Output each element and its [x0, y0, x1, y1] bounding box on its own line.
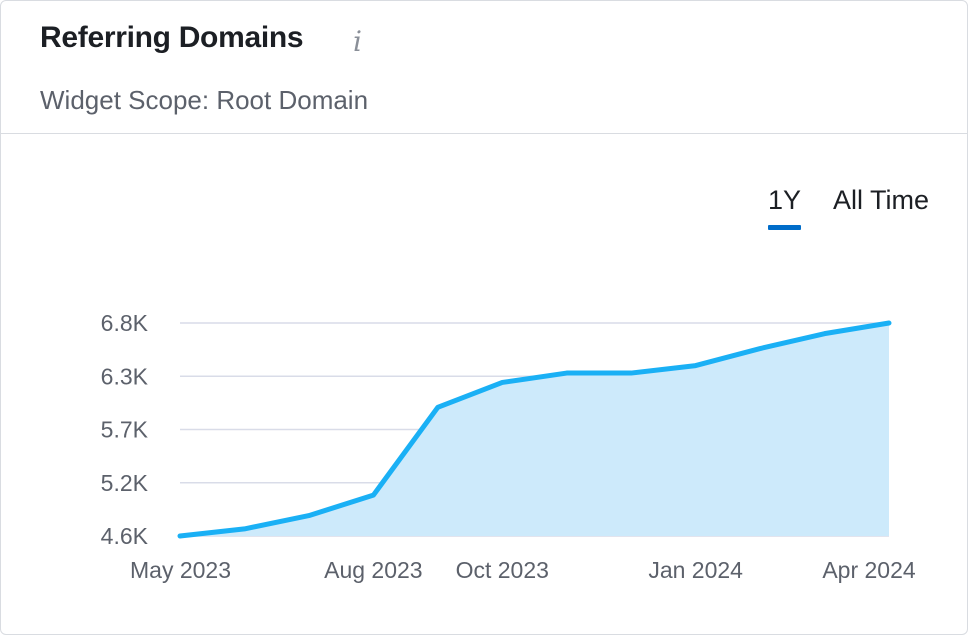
tab-1y[interactable]: 1Y — [767, 185, 801, 230]
series-area — [180, 323, 889, 536]
x-tick-label: Oct 2023 — [456, 557, 549, 583]
data-point[interactable] — [625, 367, 637, 379]
y-tick-label: 6.3K — [101, 363, 149, 389]
data-point[interactable] — [754, 343, 766, 355]
data-point[interactable] — [819, 328, 831, 340]
widget-scope-label: Widget Scope: Root Domain — [40, 85, 369, 115]
y-tick-label: 4.6K — [101, 523, 149, 549]
y-tick-label: 5.2K — [101, 470, 149, 496]
data-point[interactable] — [238, 523, 250, 535]
data-point[interactable] — [367, 489, 379, 501]
widget-header: Referring Domains i Widget Scope: Root D… — [1, 1, 967, 134]
data-point[interactable] — [174, 530, 186, 542]
x-tick-label: May 2023 — [130, 557, 231, 583]
data-point[interactable] — [883, 317, 895, 329]
y-tick-label: 5.7K — [101, 417, 149, 443]
tab-all-time[interactable]: All Time — [832, 185, 929, 215]
x-tick-label: Apr 2024 — [822, 557, 916, 583]
data-point[interactable] — [303, 510, 315, 522]
period-tabs: 1Y All Time — [767, 185, 929, 230]
x-tick-label: Aug 2023 — [324, 557, 422, 583]
data-point[interactable] — [496, 376, 508, 388]
info-icon[interactable]: i — [353, 25, 362, 58]
series-line — [177, 320, 892, 539]
y-tick-label: 6.8K — [101, 310, 149, 336]
x-tick-label: Jan 2024 — [648, 557, 743, 583]
data-point[interactable] — [690, 360, 702, 372]
data-point[interactable] — [561, 367, 573, 379]
data-point[interactable] — [432, 401, 444, 413]
widget-title: Referring Domains — [40, 21, 304, 54]
